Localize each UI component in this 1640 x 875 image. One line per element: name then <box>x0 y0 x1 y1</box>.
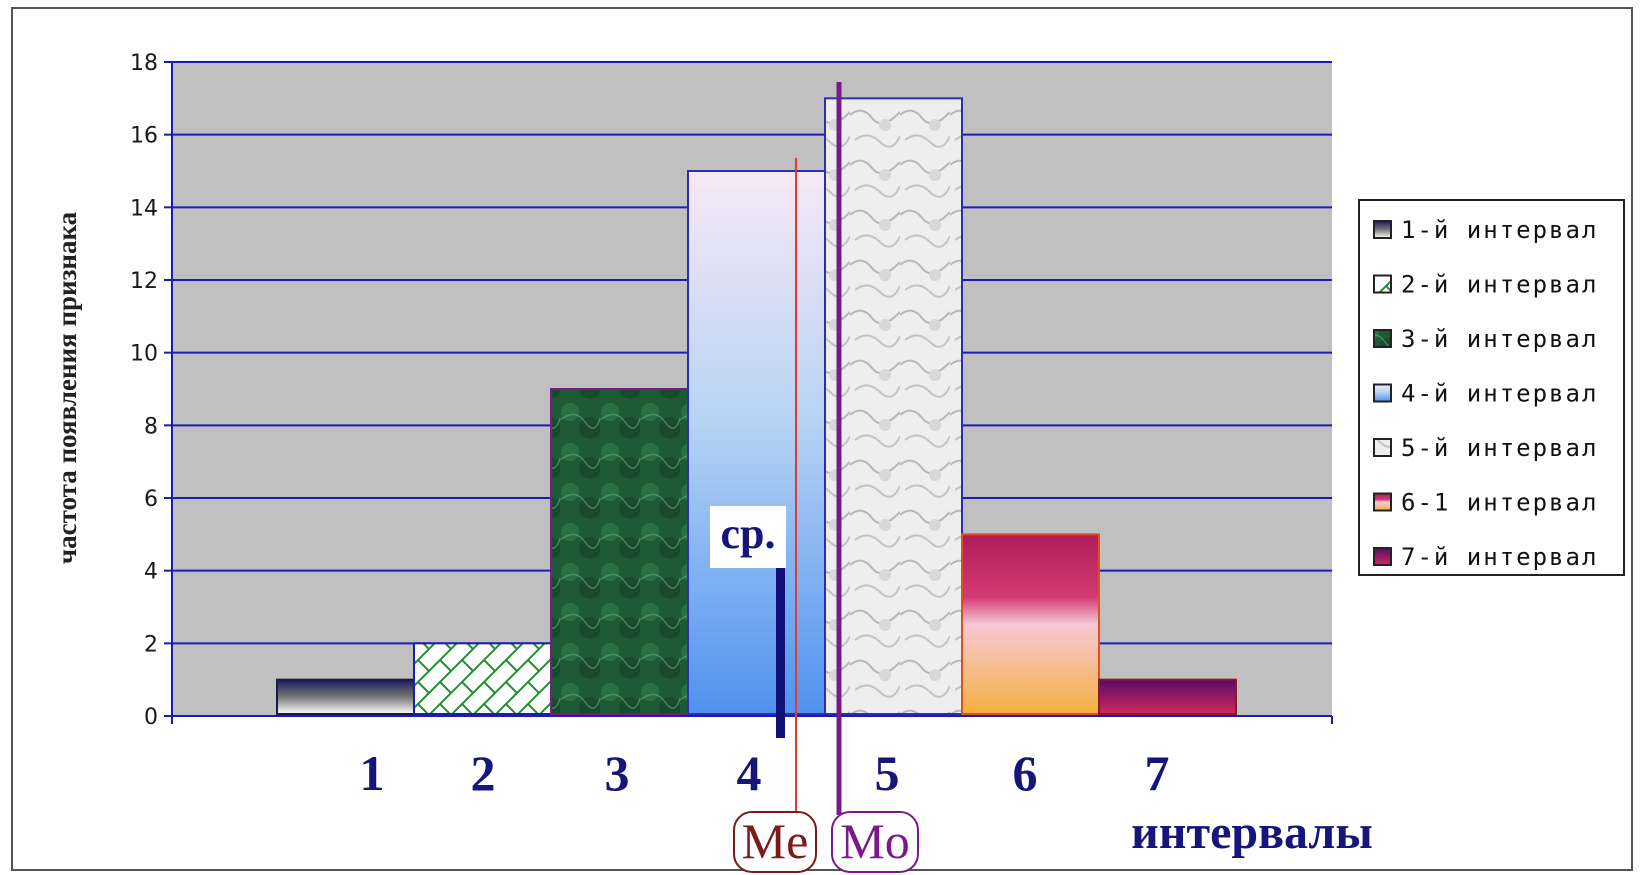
y-tick-label-8: 8 <box>144 414 158 439</box>
mean-bar <box>776 568 785 738</box>
legend-box <box>1358 199 1625 576</box>
mean-marker: ср. <box>710 506 786 738</box>
y-tick-label-14: 14 <box>130 196 158 221</box>
y-axis-title: частота появления признака <box>52 211 82 564</box>
bar-3 <box>550 388 689 715</box>
bar-1 <box>276 678 415 716</box>
mean-label-box <box>710 506 786 568</box>
x-axis-ticks: 1 2 3 4 5 6 7 <box>171 716 1333 801</box>
legend-swatch-6 <box>1373 492 1392 512</box>
legend-swatch-4 <box>1373 383 1392 403</box>
bar-4 <box>687 170 826 715</box>
y-tick-label-6: 6 <box>144 487 158 512</box>
median-marker: Me <box>733 158 817 873</box>
x-tick-label-6: 6 <box>1013 745 1038 801</box>
legend-label-1: 1-й интервал <box>1401 216 1598 244</box>
legend-label-5: 5-й интервал <box>1401 434 1598 462</box>
legend-swatch-5 <box>1373 438 1392 457</box>
bar-6 <box>961 533 1100 715</box>
bar-5 <box>824 97 963 716</box>
bar-2 <box>413 642 552 715</box>
y-axis-ticks: 0 2 4 6 8 10 12 14 16 18 <box>130 51 172 730</box>
mode-marker: Mo <box>831 82 919 873</box>
legend-swatch-2 <box>1373 274 1392 294</box>
legend: 1-й интервал 2-й интервал 3-й интервал 4-й … <box>1358 199 1625 576</box>
y-tick-label-18: 18 <box>130 51 158 76</box>
legend-swatch-1 <box>1373 220 1392 239</box>
legend-label-2: 2-й интервал <box>1401 271 1598 299</box>
legend-label-7: 7-й интервал <box>1401 543 1598 571</box>
bar-7 <box>1098 678 1237 716</box>
y-tick-label-4: 4 <box>144 560 158 585</box>
x-tick-label-1: 1 <box>360 745 385 801</box>
x-tick-label-3: 3 <box>605 745 630 801</box>
x-tick-label-7: 7 <box>1145 745 1170 801</box>
mode-label: Mo <box>840 813 909 869</box>
bars <box>276 97 1237 716</box>
legend-swatch-3 <box>1373 329 1392 348</box>
legend-label-3: 3-й интервал <box>1401 325 1598 353</box>
x-tick-label-2: 2 <box>471 745 496 801</box>
y-tick-label-12: 12 <box>130 269 158 294</box>
median-label: Me <box>742 813 809 869</box>
legend-label-4: 4-й интервал <box>1401 380 1598 408</box>
legend-label-6: 6-1 интервал <box>1401 489 1598 517</box>
mean-label: ср. <box>721 509 776 558</box>
x-tick-label-4: 4 <box>737 745 762 801</box>
mode-label-box <box>831 811 919 873</box>
x-tick-label-5: 5 <box>875 745 900 801</box>
x-axis-title: интервалы <box>1131 806 1373 859</box>
y-tick-label-2: 2 <box>144 632 158 657</box>
y-tick-label-16: 16 <box>130 124 158 149</box>
y-tick-label-0: 0 <box>144 705 158 730</box>
y-tick-label-10: 10 <box>130 342 158 367</box>
legend-swatch-7 <box>1373 547 1392 566</box>
median-label-box <box>733 811 817 873</box>
